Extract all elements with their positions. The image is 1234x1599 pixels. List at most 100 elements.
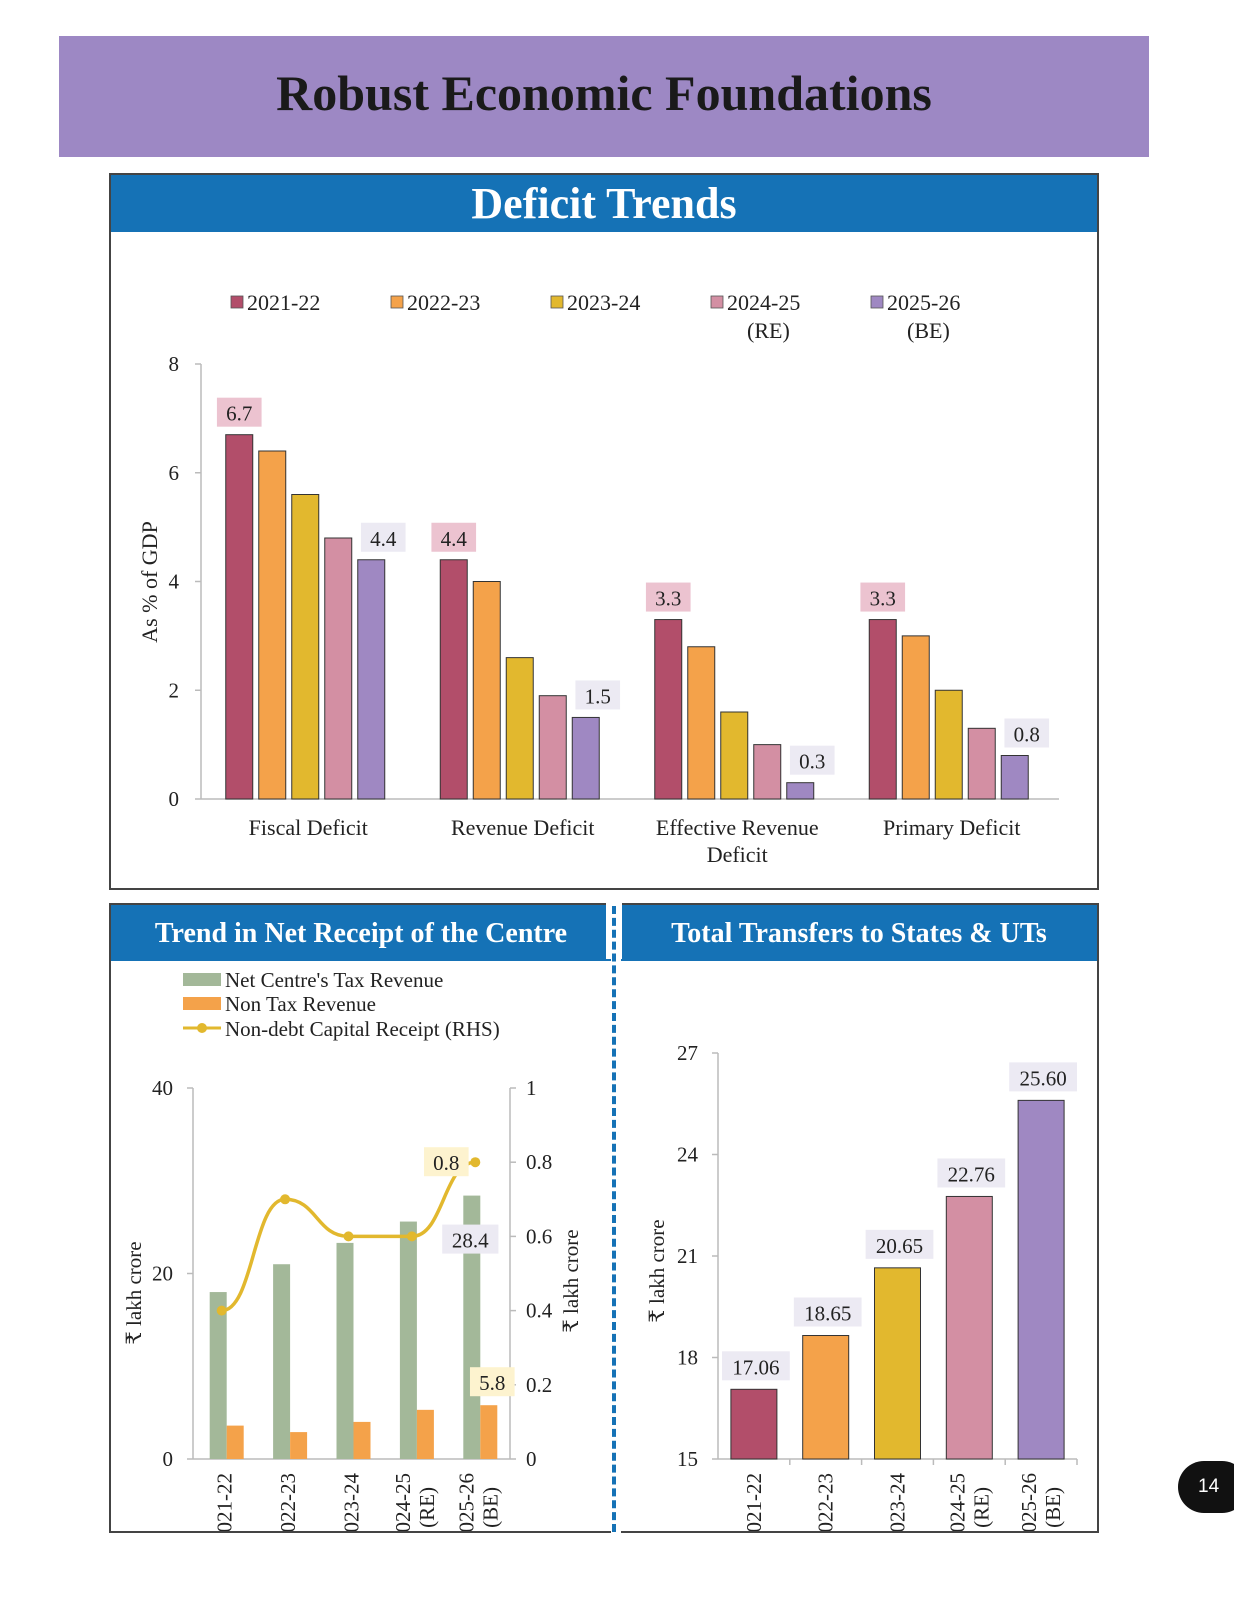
data-label-bg	[442, 1224, 499, 1254]
legend-label: 2025-26 (BE)	[887, 290, 960, 343]
bar	[225, 434, 254, 800]
data-label: 6.7	[226, 402, 252, 426]
line-point	[470, 1157, 481, 1168]
bar	[439, 559, 468, 800]
y-tick-label: 24	[677, 1143, 699, 1167]
bar	[802, 1335, 850, 1460]
legend-label: 2024-25 (RE)	[727, 290, 800, 343]
bar	[480, 1405, 498, 1459]
data-label: 25.60	[1019, 1066, 1066, 1090]
category-label: 2022-23	[276, 1473, 300, 1531]
y-tick-label: 8	[169, 352, 180, 376]
y-tick-label: 20	[152, 1262, 173, 1286]
bar	[654, 619, 683, 800]
category-label: 2023-24	[340, 1473, 364, 1531]
legend-label: 2023-24	[567, 290, 640, 315]
data-label: 4.4	[370, 527, 397, 551]
data-label-bg	[722, 1351, 790, 1381]
y-tick-label: 15	[677, 1447, 698, 1471]
bar	[472, 581, 501, 800]
y-tick-label: 0	[169, 787, 180, 811]
category-label: 2022-23	[814, 1473, 838, 1531]
legend-marker	[197, 1023, 207, 1033]
data-label-bg	[1004, 718, 1050, 748]
data-label-bg	[216, 397, 262, 427]
data-label-bg	[360, 522, 406, 552]
y-tick-label: 6	[169, 461, 180, 485]
bar	[868, 619, 897, 800]
bar	[571, 716, 600, 800]
line-point	[406, 1231, 417, 1242]
data-label: 5.8	[479, 1371, 505, 1395]
bar	[874, 1267, 921, 1460]
y2-tick-label: 0.6	[526, 1224, 552, 1248]
y-tick-label: 2	[169, 678, 180, 702]
category-label: 2025-26(BE)	[454, 1473, 502, 1531]
category-label: 2024-25(RE)	[391, 1473, 439, 1531]
bar	[357, 559, 386, 800]
data-label: 3.3	[655, 587, 681, 611]
data-label-bg	[1009, 1062, 1077, 1092]
bar	[753, 744, 782, 800]
title-banner: Robust Economic Foundations	[59, 36, 1149, 157]
legend-label: Non Tax Revenue	[225, 992, 376, 1016]
deficit-chart: 0 2 4 6 8 As % of GDP 2021-22 2022-23 2023-24 202…	[137, 290, 1059, 867]
bar	[720, 711, 749, 800]
data-label-bg	[469, 1367, 515, 1397]
data-label: 3.3	[870, 587, 896, 611]
data-label: 1.5	[585, 684, 611, 708]
bar	[258, 450, 287, 800]
page-title: Robust Economic Foundations	[276, 65, 932, 121]
data-label: 18.65	[804, 1302, 851, 1326]
y-tick-label: 21	[677, 1244, 698, 1268]
category-label: 2023-24	[886, 1473, 910, 1531]
category-label: 2024-25(RE)	[945, 1473, 993, 1531]
category-label: 2025-26(BE)	[1017, 1473, 1065, 1531]
bar	[967, 727, 996, 800]
data-label-bg	[860, 582, 906, 612]
data-label: 0.8	[433, 1151, 459, 1175]
bar	[934, 689, 963, 800]
data-label-bg	[575, 680, 621, 710]
legend-label: Net Centre's Tax Revenue	[225, 968, 443, 992]
data-label-bg	[431, 522, 477, 552]
bar	[687, 646, 716, 800]
bar	[730, 1388, 778, 1460]
bar	[353, 1421, 371, 1459]
bar	[505, 657, 534, 800]
bar	[209, 1292, 227, 1459]
data-label-bg	[865, 1229, 934, 1259]
legend-swatch	[183, 997, 221, 1010]
data-label-bg	[423, 1147, 469, 1177]
series-line	[221, 1160, 476, 1313]
bar	[336, 1242, 354, 1459]
bar	[226, 1425, 244, 1459]
bar	[786, 782, 815, 800]
y2-tick-label: 0.4	[526, 1299, 553, 1323]
y-tick-label: 4	[169, 570, 180, 594]
line-point	[280, 1194, 291, 1205]
data-label-bg	[793, 1297, 862, 1327]
legend-swatch	[870, 295, 884, 309]
data-label: 17.06	[732, 1355, 779, 1379]
legend-swatch	[710, 295, 724, 309]
y2-tick-label: 0	[526, 1447, 537, 1471]
bar	[1000, 755, 1029, 800]
net-receipt-chart-title: Trend in Net Receipt of the Centre	[111, 905, 611, 961]
y2-tick-label: 1	[526, 1076, 537, 1100]
data-label: 20.65	[876, 1234, 923, 1258]
legend-swatch	[390, 295, 404, 309]
legend-swatch	[183, 973, 221, 986]
net-receipt-panel: Trend in Net Receipt of the Centre Net C…	[109, 903, 611, 1533]
category-label: 2021-22	[742, 1473, 766, 1531]
bar	[273, 1264, 291, 1459]
panel-divider	[612, 906, 616, 1532]
data-label: 0.3	[799, 750, 825, 774]
y-axis-label: As % of GDP	[137, 521, 162, 643]
bar	[399, 1221, 417, 1459]
y-axis-label: ₹ lakh crore	[122, 1241, 146, 1344]
data-label: 4.4	[441, 527, 468, 551]
category-label: Primary Deficit	[883, 815, 1020, 840]
deficit-chart-title: Deficit Trends	[111, 175, 1097, 232]
